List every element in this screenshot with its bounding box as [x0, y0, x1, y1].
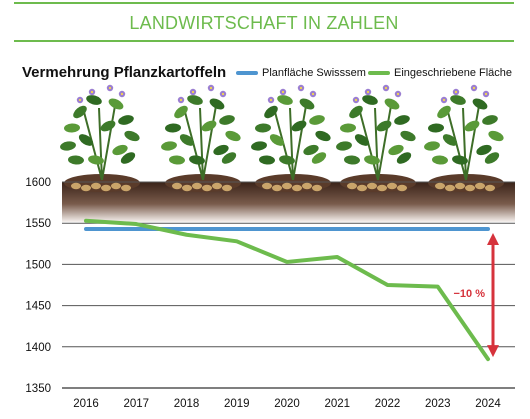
x-tick-label: 2020: [274, 398, 300, 410]
header-title: LANDWIRTSCHAFT IN ZAHLEN: [129, 13, 399, 33]
potato-plant: [424, 84, 504, 192]
header-rule-top: [14, 2, 514, 4]
potato-plant: [60, 84, 140, 192]
x-tick-label: 2017: [123, 398, 149, 410]
series-line-registered: [84, 218, 490, 362]
annotation-arrowhead-top: [487, 232, 499, 245]
annotation-label: −10 %: [454, 288, 486, 300]
header-rule-bottom: [14, 40, 514, 42]
page-header: LANDWIRTSCHAFT IN ZAHLEN: [14, 2, 514, 42]
y-tick-label: 1350: [25, 383, 51, 395]
x-tick-label: 2024: [475, 398, 501, 410]
y-tick-label: 1450: [25, 301, 51, 313]
x-tick-label: 2022: [375, 398, 401, 410]
x-tick-labels: 2016 2017 2018 2019 2020 2021 2022 2023 2024: [73, 398, 501, 410]
legend-item-plan: Planfläche Swisssem: [236, 67, 366, 79]
x-tick-label: 2023: [425, 398, 451, 410]
x-tick-label: 2018: [174, 398, 200, 410]
y-tick-label: 1600: [25, 177, 51, 189]
y-tick-label: 1400: [25, 342, 51, 354]
chart-title: Vermehrung Pflanzkartoffeln: [22, 64, 227, 81]
legend-swatch-plan: [236, 71, 258, 76]
x-tick-label: 2021: [324, 398, 350, 410]
y-tick-label: 1500: [25, 259, 51, 271]
x-tick-label: 2016: [73, 398, 99, 410]
annotation: −10 %: [454, 232, 499, 358]
legend-item-registered: Eingeschriebene Fläche: [368, 67, 512, 79]
legend-label-registered: Eingeschriebene Fläche: [394, 67, 513, 79]
potato-plant: [161, 84, 241, 192]
potato-plant-illustrations: [60, 84, 504, 192]
legend-swatch-registered: [368, 71, 390, 76]
x-tick-label: 2019: [224, 398, 250, 410]
legend-label-plan: Planfläche Swisssem: [262, 67, 366, 79]
annotation-arrowhead-bottom: [487, 345, 499, 358]
y-tick-labels: 1350 1400 1450 1500 1550 1600: [25, 177, 51, 395]
y-tick-label: 1550: [25, 218, 51, 230]
potato-plant: [251, 84, 331, 192]
series-lines: [84, 218, 490, 362]
potato-plant: [336, 84, 416, 192]
